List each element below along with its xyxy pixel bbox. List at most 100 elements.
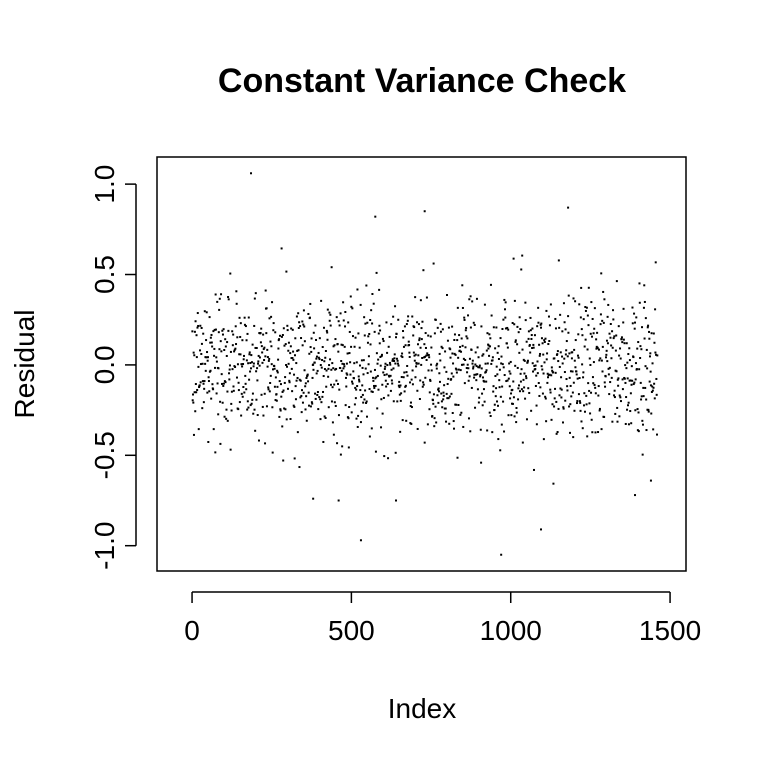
data-point: [205, 311, 208, 314]
data-point: [284, 376, 287, 379]
data-point: [239, 322, 242, 325]
data-point: [272, 322, 275, 325]
data-point: [250, 402, 253, 405]
data-point: [299, 379, 302, 382]
data-point: [348, 406, 351, 409]
data-point: [611, 346, 614, 349]
data-point: [446, 339, 449, 342]
data-point: [457, 356, 460, 359]
data-point: [214, 451, 217, 454]
data-point: [305, 395, 308, 398]
data-point: [467, 314, 470, 317]
data-point: [628, 359, 631, 362]
data-point: [503, 308, 506, 311]
data-point: [280, 395, 283, 398]
data-point: [256, 367, 259, 370]
data-point: [645, 348, 648, 351]
data-point: [240, 414, 243, 417]
data-point: [647, 408, 650, 411]
data-point: [191, 330, 194, 333]
data-point: [253, 408, 256, 411]
data-point: [419, 346, 422, 349]
data-point: [377, 358, 380, 361]
data-point: [481, 392, 484, 395]
data-point: [453, 333, 456, 336]
data-point: [344, 376, 347, 379]
data-point: [235, 343, 238, 346]
data-point: [218, 348, 221, 351]
data-point: [650, 390, 653, 393]
data-point: [594, 392, 597, 395]
data-point: [545, 358, 548, 361]
data-point: [553, 397, 556, 400]
data-point: [196, 312, 199, 315]
data-point: [547, 376, 550, 379]
data-point: [193, 354, 196, 357]
data-point: [408, 351, 411, 354]
data-point: [485, 349, 488, 352]
data-point: [356, 425, 359, 428]
data-point: [389, 363, 392, 366]
data-point: [390, 379, 393, 382]
data-point: [217, 331, 220, 334]
data-point: [320, 299, 323, 302]
data-point: [455, 403, 458, 406]
data-point: [294, 398, 297, 401]
data-point: [532, 370, 535, 373]
data-point: [465, 367, 468, 370]
data-point: [411, 369, 414, 372]
data-point: [314, 392, 317, 395]
data-point: [341, 362, 344, 365]
data-point: [212, 330, 215, 333]
data-point: [360, 359, 363, 362]
data-point: [453, 338, 456, 341]
data-point: [254, 429, 257, 432]
data-point: [359, 389, 362, 392]
data-point: [611, 420, 614, 423]
data-point: [312, 368, 315, 371]
data-point: [460, 350, 463, 353]
data-point: [599, 313, 602, 316]
data-point: [567, 315, 570, 318]
data-point: [445, 370, 448, 373]
data-point: [416, 321, 419, 324]
data-point: [288, 381, 291, 384]
data-point: [213, 366, 216, 369]
data-point: [353, 403, 356, 406]
data-point: [572, 297, 575, 300]
data-point: [468, 298, 471, 301]
data-point: [328, 364, 331, 367]
data-point: [409, 381, 412, 384]
data-point: [519, 380, 522, 383]
data-point: [279, 334, 282, 337]
data-point: [389, 389, 392, 392]
data-point: [387, 345, 390, 348]
data-point: [289, 417, 292, 420]
data-point: [439, 330, 442, 333]
data-point: [633, 327, 636, 330]
data-point: [532, 468, 535, 471]
data-point: [543, 340, 546, 343]
data-point: [266, 365, 269, 368]
data-point: [311, 402, 314, 405]
data-point: [491, 359, 494, 362]
data-point: [546, 372, 549, 375]
data-point: [561, 421, 564, 424]
data-point: [423, 343, 426, 346]
data-point: [618, 415, 621, 418]
data-point: [269, 381, 272, 384]
data-point: [491, 431, 494, 434]
data-point: [452, 362, 455, 365]
data-point: [652, 332, 655, 335]
data-point: [594, 431, 597, 434]
data-point: [591, 376, 594, 379]
data-point: [268, 357, 271, 360]
data-point: [366, 341, 369, 344]
data-point: [360, 396, 363, 399]
data-point: [627, 423, 630, 426]
data-point: [633, 312, 636, 315]
data-point: [651, 389, 654, 392]
data-point: [235, 290, 238, 293]
data-point: [351, 335, 354, 338]
data-point: [502, 366, 505, 369]
